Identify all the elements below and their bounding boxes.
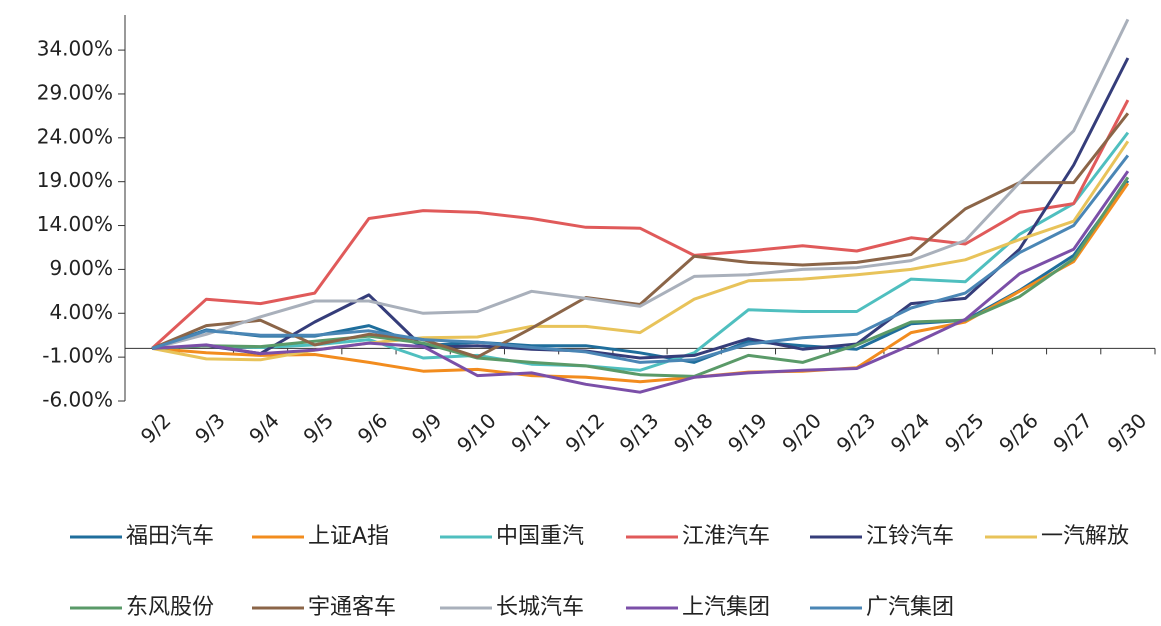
series-line [151,99,1130,350]
legend-label: 广汽集团 [866,595,954,620]
y-tick-label: 24.00% [37,124,113,148]
legend-label: 上证A指 [308,524,389,549]
x-tick-label: 9/23 [832,408,881,457]
series-line [151,182,1130,384]
series-line [151,18,1130,350]
y-tick-label: 9.00% [49,256,113,280]
legend-label: 江淮汽车 [682,524,770,549]
legend-label: 上汽集团 [682,595,770,620]
x-tick-label: 9/27 [1048,408,1097,457]
legend-label: 江铃汽车 [866,524,954,549]
y-tick-label: -1.00% [42,344,113,368]
x-tick-label: 9/9 [407,408,447,448]
y-tick-label: -6.00% [42,388,113,412]
legend-label: 中国重汽 [496,524,584,549]
x-tick-label: 9/26 [994,408,1043,457]
legend-label: 一汽解放 [1041,524,1129,549]
x-tick-label: 9/3 [190,408,230,448]
x-tick-label: 9/6 [353,408,393,448]
series-line [151,154,1130,364]
x-tick-label: 9/18 [669,408,718,457]
x-tick-label: 9/13 [615,408,664,457]
x-tick-label: 9/11 [506,408,555,457]
legend-label: 福田汽车 [126,524,214,549]
series-line [152,170,1130,394]
legend-label: 东风股份 [126,595,214,620]
y-tick-label: 14.00% [37,212,113,236]
x-tick-label: 9/24 [886,408,935,457]
x-tick-label: 9/5 [298,408,338,448]
legend-label: 长城汽车 [496,595,584,620]
x-tick-label: 9/25 [940,408,989,457]
x-tick-label: 9/30 [1103,408,1152,457]
y-tick-label: 29.00% [37,80,113,104]
legend-label: 宇通客车 [308,595,396,620]
x-tick-label: 9/10 [452,408,501,457]
series-line [151,140,1130,362]
y-tick-label: 19.00% [37,168,113,192]
y-tick-label: 34.00% [37,37,113,61]
x-tick-label: 9/19 [723,408,772,457]
series-line [152,57,1130,360]
x-tick-label: 9/12 [560,408,609,457]
x-tick-label: 9/4 [244,408,284,448]
x-tick-label: 9/2 [136,408,176,448]
series-line [151,112,1130,359]
x-tick-label: 9/20 [777,408,826,457]
y-tick-label: 4.00% [49,300,113,324]
